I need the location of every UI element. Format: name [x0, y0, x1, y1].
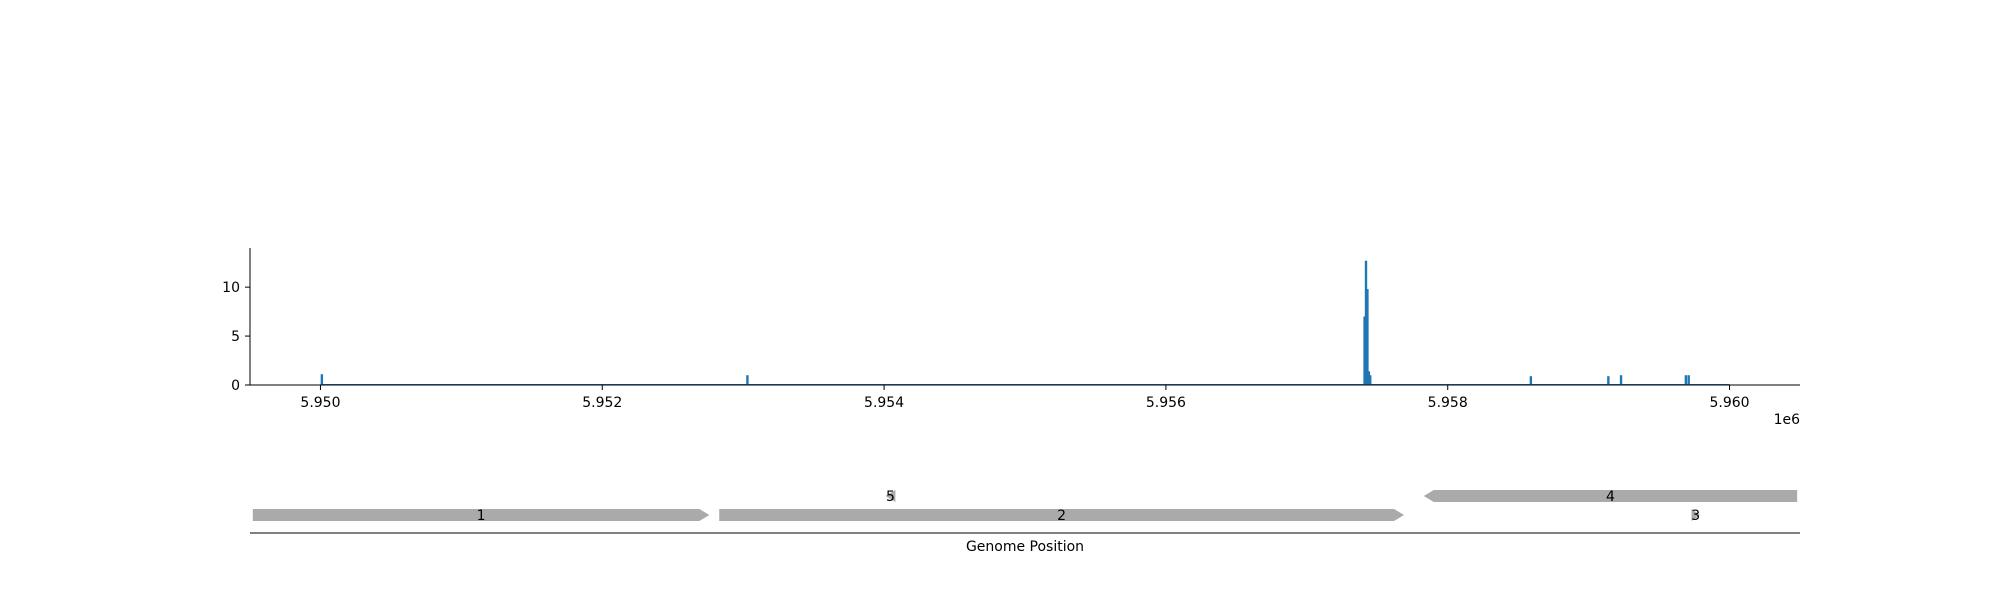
gene-label-3: 3 — [1691, 508, 1700, 524]
coverage-bars — [320, 260, 1730, 385]
gene-arrow-4 — [1423, 490, 1798, 502]
x-tick-label-2: 5.954 — [864, 395, 904, 411]
gene-arrow-5 — [885, 490, 896, 502]
coverage-bar-7 — [1529, 376, 1533, 385]
y-tick-label-2: 10 — [222, 280, 240, 296]
gene-label-2: 2 — [1057, 508, 1066, 524]
x-offset-label: 1e6 — [1774, 412, 1801, 428]
coverage-axes: 0 5 10 5.950 5.952 5.954 5.956 5.958 5.960 — [222, 248, 1800, 411]
gene-label-5: 5 — [886, 489, 895, 505]
coverage-bar-5 — [1367, 371, 1371, 385]
coverage-bar-4 — [1366, 289, 1369, 385]
coverage-bar-10 — [1684, 375, 1688, 385]
gene-label-4: 4 — [1606, 489, 1615, 505]
coverage-bar-2 — [1363, 316, 1366, 385]
y-tick-label-0: 0 — [231, 378, 240, 394]
coverage-bar-9 — [1619, 375, 1623, 385]
coverage-bar-11 — [1687, 375, 1690, 385]
gene-arrows: 1 2 5 4 3 — [252, 489, 1798, 524]
gene-arrow-3 — [1691, 509, 1700, 521]
x-tick-label-4: 5.958 — [1428, 395, 1468, 411]
coverage-plot: 0 5 10 5.950 5.952 5.954 5.956 5.958 5.960 1e6 — [222, 248, 1800, 428]
coverage-bar-6 — [1369, 375, 1372, 385]
gene-arrow-1 — [252, 509, 710, 521]
gene-label-1: 1 — [477, 508, 486, 524]
coverage-bar-3 — [1364, 260, 1368, 385]
x-tick-label-3: 5.956 — [1146, 395, 1186, 411]
coverage-bar-8 — [1607, 376, 1610, 385]
coverage-bar-1 — [746, 375, 749, 385]
gene-arrow-2 — [719, 509, 1405, 521]
x-axis-title: Genome Position — [966, 539, 1084, 555]
x-tick-label-0: 5.950 — [300, 395, 340, 411]
y-tick-label-1: 5 — [231, 329, 240, 345]
coverage-bar-0 — [320, 374, 324, 385]
x-tick-label-5: 5.960 — [1709, 395, 1749, 411]
x-tick-label-1: 5.952 — [582, 395, 622, 411]
gene-track: 1 2 5 4 3 Genome Position — [250, 489, 1800, 555]
